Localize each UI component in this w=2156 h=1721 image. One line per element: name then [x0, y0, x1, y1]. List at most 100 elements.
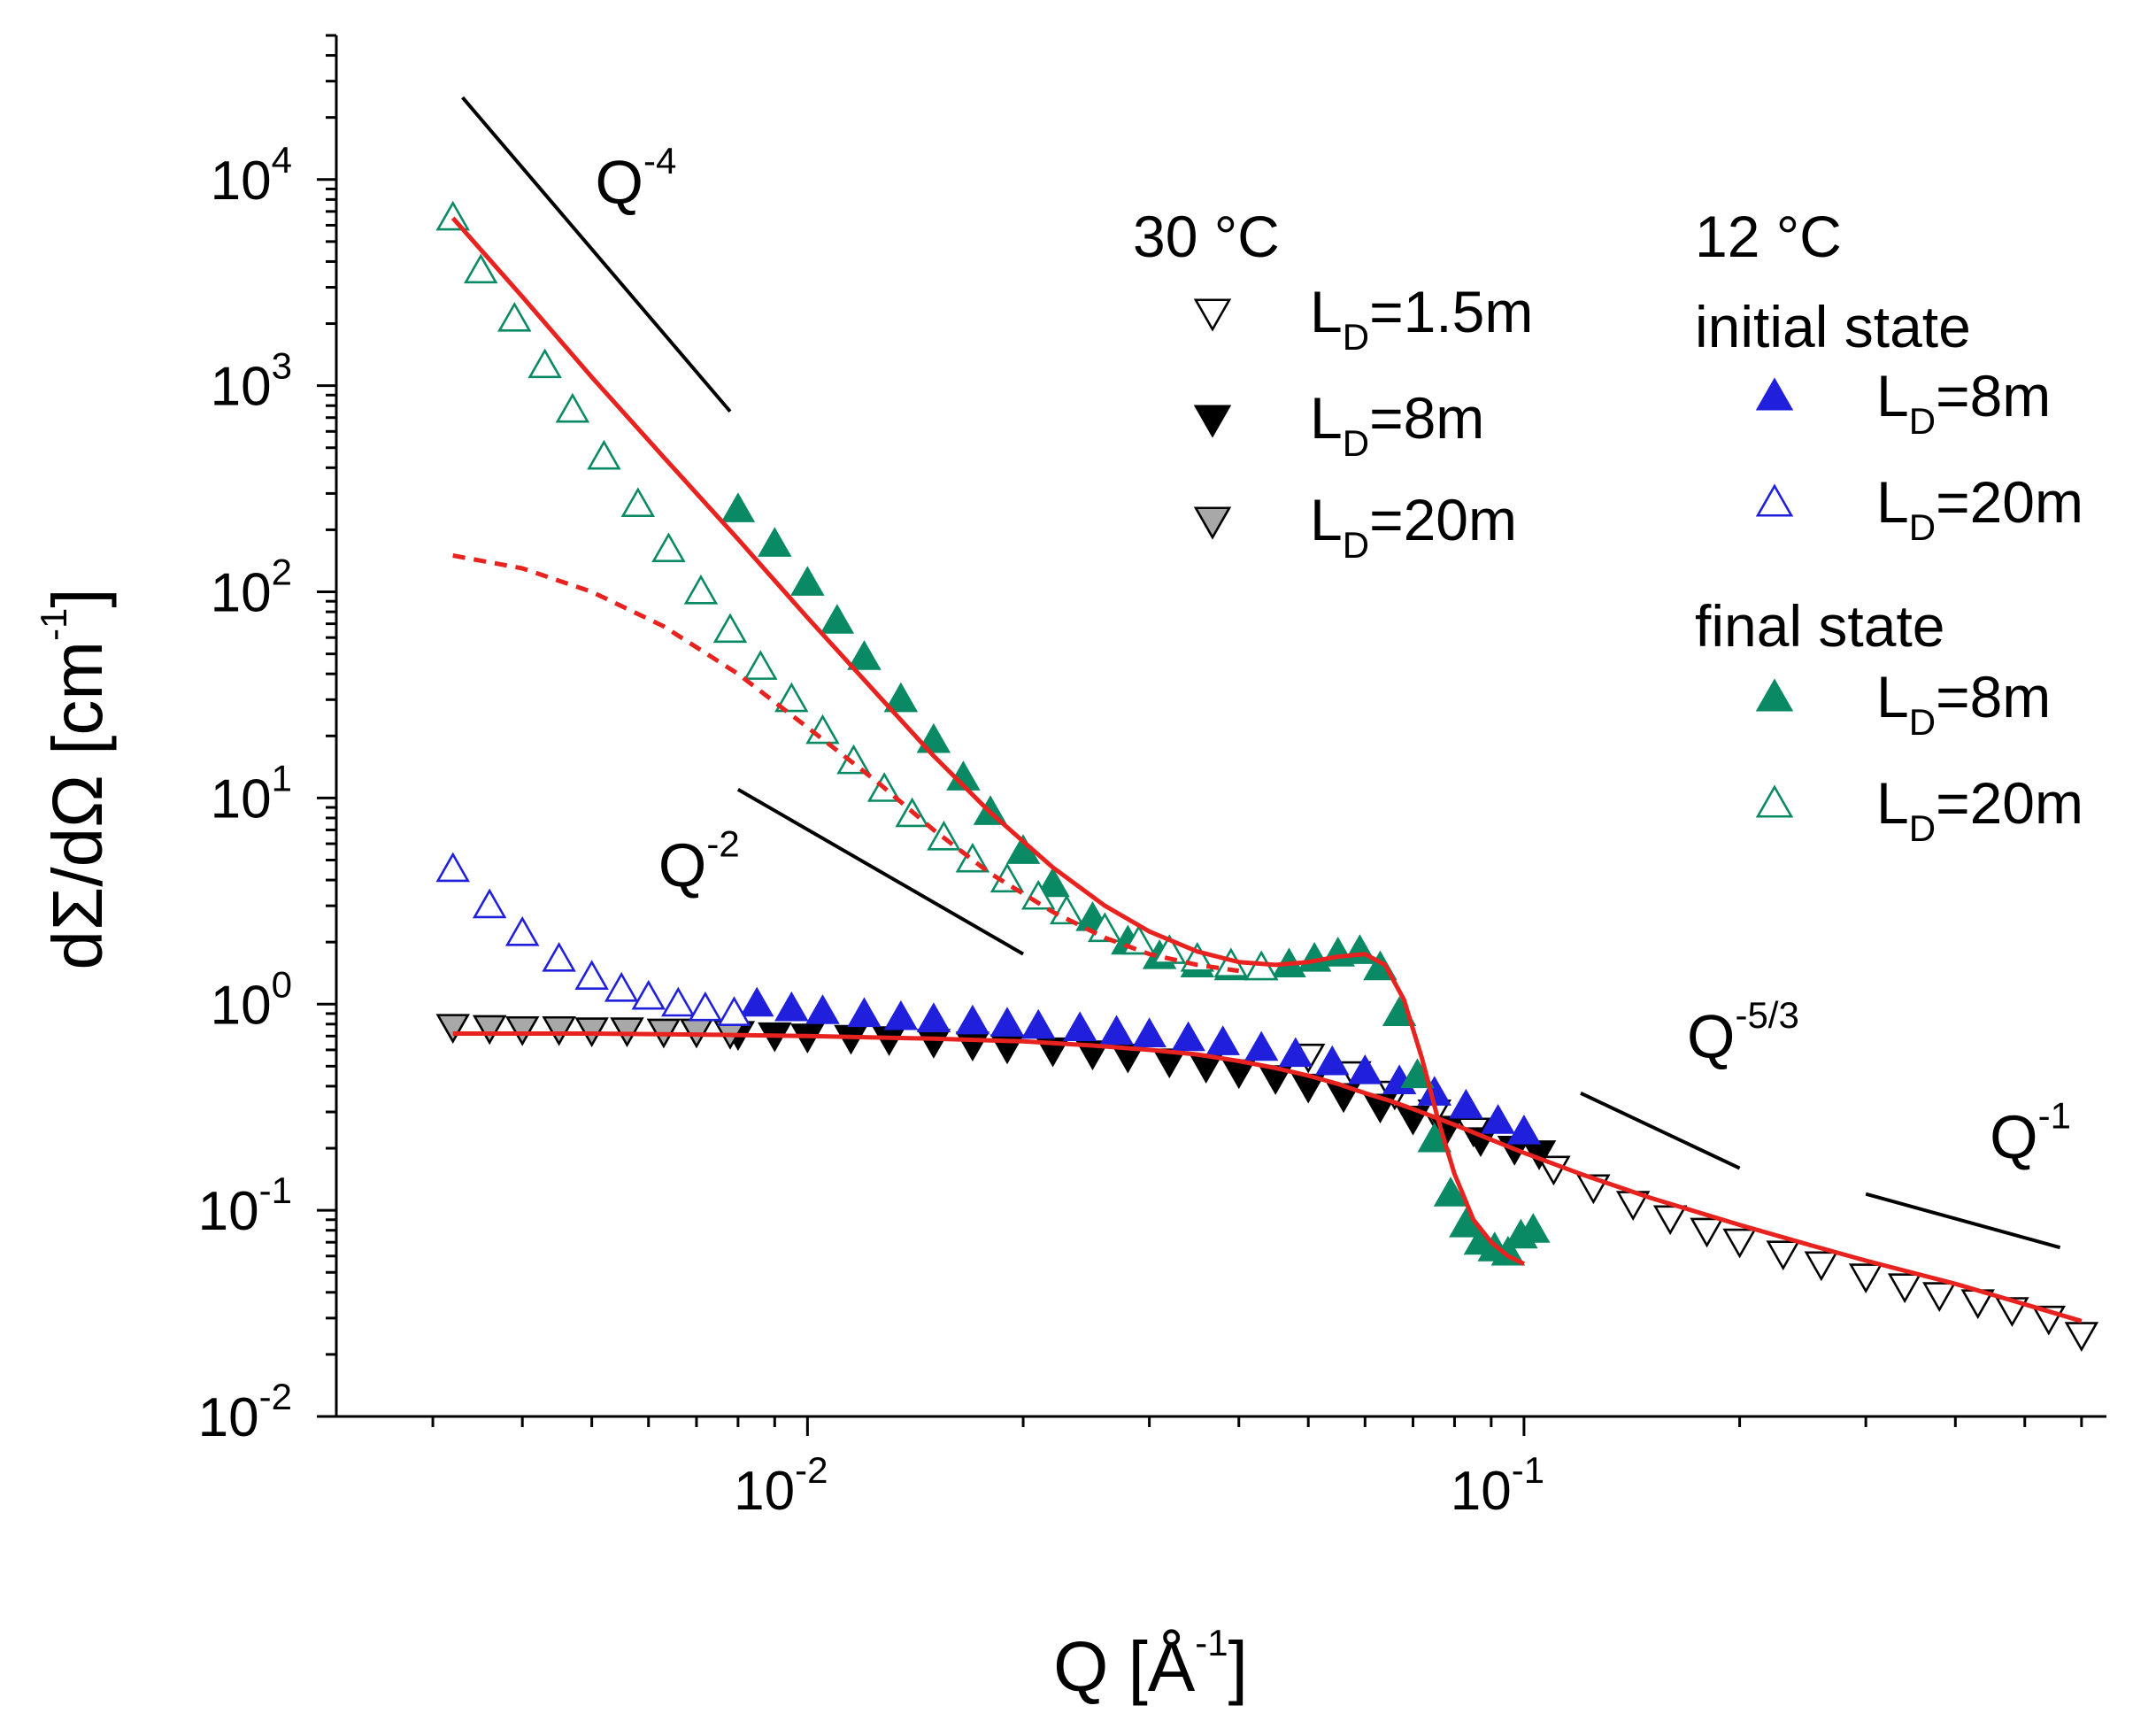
- legend-label: LD=20m: [1310, 487, 1517, 566]
- slope-guide-label: Q-5/3: [1687, 994, 1799, 1071]
- data-point: [1099, 1015, 1134, 1046]
- data-point: [758, 527, 792, 557]
- data-point: [1449, 1088, 1483, 1119]
- data-point: [1205, 1025, 1240, 1055]
- data-point: [1766, 1240, 1800, 1271]
- data-point: [1315, 1045, 1350, 1076]
- data-point: [472, 1015, 507, 1046]
- data-point: [774, 682, 809, 713]
- fit-curve-1: [452, 1031, 2083, 1324]
- data-point: [847, 997, 882, 1028]
- data-point: [1722, 1228, 1757, 1259]
- legend-label: LD=8m: [1876, 363, 2051, 442]
- y-axis-title: dΣ/dΩ [cm-1]: [33, 588, 117, 969]
- data-point: [1020, 1008, 1056, 1039]
- data-point: [1020, 879, 1056, 910]
- data-point: [1062, 1011, 1097, 1042]
- data-point: [661, 986, 696, 1017]
- data-point: [790, 566, 825, 596]
- data-point: [1088, 912, 1122, 943]
- data-point: [883, 682, 919, 713]
- data-point: [1804, 1251, 1839, 1282]
- data-point: [1516, 1213, 1551, 1243]
- data-point: [1481, 1104, 1515, 1134]
- data-point: [1049, 894, 1084, 925]
- data-point: [504, 915, 540, 946]
- data-point: [1887, 1273, 1922, 1304]
- data-point: [1244, 1030, 1279, 1061]
- data-point: [2064, 1322, 2099, 1352]
- slope-guides: Q-4 Q-2 Q-5/3 Q-1: [461, 96, 2071, 1250]
- data-point: [1536, 1155, 1571, 1186]
- data-point: [504, 1015, 540, 1046]
- slope-guide-line: [736, 788, 1025, 956]
- data-point: [435, 1014, 470, 1045]
- legend-group-0: 30 °C LD=1.5m LD=8m LD=20m: [1133, 204, 1533, 566]
- data-point: [464, 253, 498, 284]
- data-point: [820, 604, 855, 634]
- data-point: [739, 986, 774, 1017]
- data-point: [1922, 1282, 1957, 1312]
- legend-label: LD=20m: [1876, 469, 2083, 548]
- y-tick-label: 101: [211, 757, 292, 830]
- legend-label: LD=8m: [1310, 385, 1484, 464]
- data-point: [720, 492, 756, 522]
- legend-marker: [1193, 405, 1232, 438]
- data-point: [1463, 1127, 1498, 1158]
- legend-subheader: final state: [1695, 593, 1945, 659]
- data-point: [1506, 1114, 1542, 1145]
- data-point: [604, 971, 639, 1002]
- series-3: [739, 986, 1542, 1145]
- legend-marker: [1755, 784, 1794, 818]
- axes: 10-2 10-1 10-2 10-1 100 101 102 103 104 Q [Å-1] dΣ…: [33, 34, 2106, 1706]
- data-point: [847, 640, 882, 670]
- data-point: [1652, 1205, 1688, 1236]
- data-point: [743, 650, 778, 680]
- y-tick-label: 10-1: [198, 1169, 292, 1242]
- data-point: [1433, 1177, 1468, 1207]
- data-point: [712, 613, 748, 644]
- data-point: [1348, 1053, 1382, 1084]
- data-markers: [435, 200, 2099, 1352]
- fit-curve-0: [450, 216, 1525, 1266]
- slope-guide-label: Q-2: [658, 823, 740, 900]
- slope-guide-line: [1865, 1192, 2061, 1250]
- data-point: [435, 852, 470, 883]
- data-point: [587, 439, 621, 470]
- legend-marker: [1193, 298, 1232, 332]
- data-point: [620, 487, 656, 518]
- data-point: [805, 714, 840, 745]
- legend-header: 30 °C: [1133, 204, 1280, 269]
- data-point: [916, 1002, 951, 1032]
- slope-guide-line: [1580, 1092, 1741, 1170]
- y-tick-label: 103: [211, 345, 292, 418]
- data-point: [631, 979, 666, 1010]
- data-point: [1152, 934, 1187, 964]
- legend-label: LD=1.5m: [1310, 279, 1533, 358]
- data-point: [527, 348, 562, 379]
- data-point: [1690, 1217, 1724, 1248]
- data-point: [805, 994, 840, 1024]
- data-point: [683, 574, 719, 605]
- legend-marker: [1755, 678, 1794, 712]
- legend-marker: [1755, 377, 1794, 411]
- data-point: [1278, 1037, 1313, 1068]
- x-tick-label: 10-2: [734, 1449, 828, 1522]
- slope-guide-label: Q-4: [596, 140, 677, 217]
- data-point: [651, 532, 686, 563]
- data-point: [1036, 867, 1070, 898]
- legend-subheader: initial state: [1695, 294, 1971, 359]
- data-point: [717, 996, 751, 1026]
- data-point: [1848, 1263, 1883, 1293]
- data-point: [955, 1004, 990, 1035]
- data-point: [555, 392, 590, 423]
- x-tick-label: 10-1: [1451, 1449, 1544, 1522]
- data-point: [497, 301, 532, 332]
- fit-curves: [450, 216, 2083, 1324]
- slope-guide-label: Q-1: [1990, 1095, 2071, 1172]
- legend-marker: [1193, 506, 1232, 540]
- y-tick-label: 100: [211, 963, 292, 1036]
- data-point: [472, 888, 507, 919]
- series-4: [435, 852, 751, 1026]
